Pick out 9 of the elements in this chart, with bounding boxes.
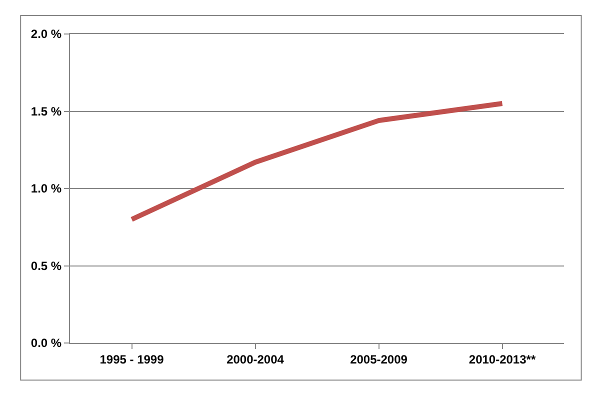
y-tick-label: 0.5 % [30,258,62,273]
x-tick-label: 2005-2009 [350,352,408,366]
x-tick-label: 2000-2004 [226,352,284,366]
x-tick-label: 2010-2013** [468,352,536,366]
x-tick-label: 1995 - 1999 [100,352,164,366]
y-tick-label: 0.0 % [30,336,62,350]
y-tick-label: 1.5 % [30,104,62,118]
y-tick-label: 1.0 % [30,182,62,196]
y-tick-label: 2.0 % [30,27,62,42]
